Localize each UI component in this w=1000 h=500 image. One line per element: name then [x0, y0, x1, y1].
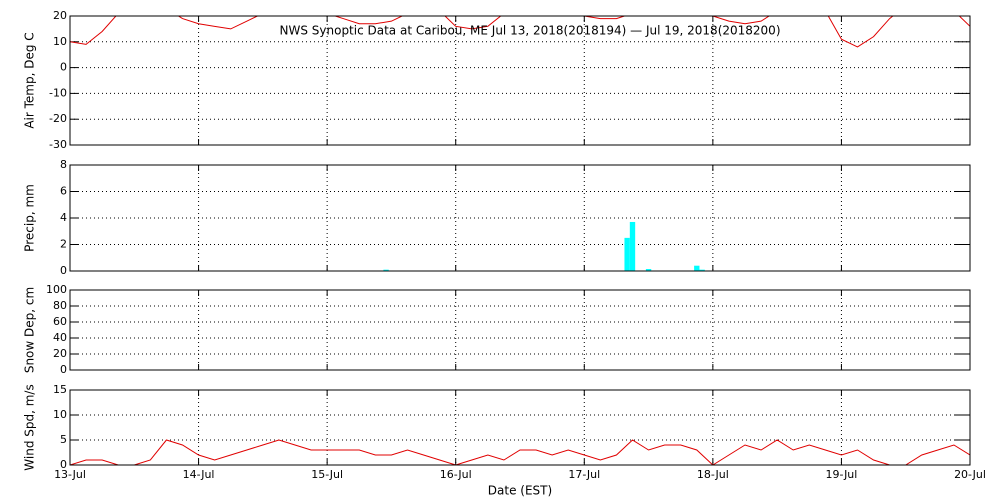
plot-frame [69, 289, 971, 371]
y-tick-label: -10 [49, 86, 67, 99]
bar [699, 269, 705, 271]
y-tick-label: 10 [53, 408, 67, 421]
y-tick-label: 2 [60, 238, 67, 251]
x-tick-label: 14-Jul [183, 468, 215, 481]
y-tick-label: 20 [53, 347, 67, 360]
y-tick-label: 15 [53, 383, 67, 396]
data-line [70, 16, 970, 48]
y-tick-label: 0 [60, 264, 67, 277]
y-axis-label: Air Temp, Deg C [23, 32, 37, 128]
bar [694, 265, 700, 271]
y-tick-label: 8 [60, 158, 67, 171]
chart-title: NWS Synoptic Data at Caribou, ME Jul 13,… [280, 24, 781, 38]
y-tick-label: -30 [49, 138, 67, 151]
x-axis-label: Date (EST) [488, 484, 552, 498]
y-tick-label: 0 [60, 61, 67, 74]
bar [629, 221, 636, 271]
x-tick-label: 15-Jul [311, 468, 343, 481]
plot-frame [69, 164, 971, 272]
bar [383, 269, 389, 271]
y-axis-label: Snow Dep, cm [23, 287, 37, 373]
y-tick-label: 6 [60, 185, 67, 198]
y-axis-label: Precip, mm [23, 184, 37, 252]
x-tick-label: 18-Jul [697, 468, 729, 481]
x-tick-label: 17-Jul [568, 468, 600, 481]
y-tick-label: 0 [60, 458, 67, 471]
plot-area [70, 16, 970, 48]
plot-area [70, 439, 970, 465]
y-tick-label: 4 [60, 211, 67, 224]
y-tick-label: 10 [53, 35, 67, 48]
y-axis-label: Wind Spd, m/s [23, 384, 37, 470]
y-tick-label: 20 [53, 9, 67, 22]
data-line [70, 439, 970, 465]
plot-frame [69, 15, 971, 146]
bar [645, 269, 652, 271]
y-tick-label: -20 [49, 112, 67, 125]
x-tick-label: 16-Jul [440, 468, 472, 481]
plot-frame [69, 389, 971, 466]
y-tick-label: 0 [60, 363, 67, 376]
x-tick-label: 19-Jul [825, 468, 857, 481]
plot-area [383, 221, 705, 271]
bar [624, 237, 630, 271]
x-tick-label: 13-Jul [54, 468, 86, 481]
y-tick-label: 5 [60, 433, 67, 446]
y-tick-label: 40 [53, 331, 67, 344]
y-tick-label: 100 [46, 283, 67, 296]
y-tick-label: 80 [53, 299, 67, 312]
x-tick-label: 20-Jul [954, 468, 986, 481]
y-tick-label: 60 [53, 315, 67, 328]
